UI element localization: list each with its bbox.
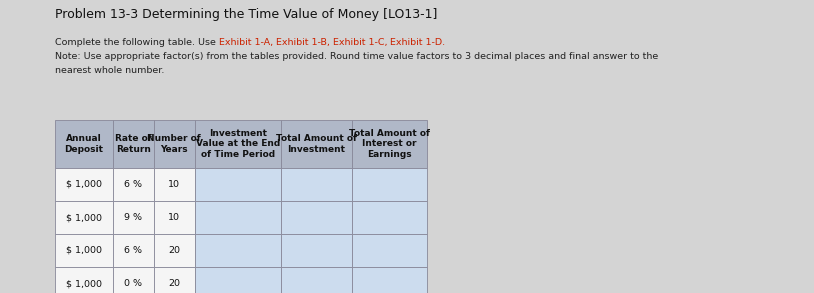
Bar: [281, 201, 352, 234]
Text: 20: 20: [168, 246, 181, 255]
Bar: [281, 234, 352, 267]
Bar: [352, 120, 427, 168]
Text: nearest whole number.: nearest whole number.: [55, 66, 164, 75]
Text: $ 1,000: $ 1,000: [66, 213, 102, 222]
Text: Exhibit 1-A,: Exhibit 1-A,: [219, 38, 273, 47]
Bar: [113, 120, 154, 168]
Bar: [195, 267, 281, 293]
Text: Annual
Deposit: Annual Deposit: [64, 134, 103, 154]
Bar: [195, 168, 281, 201]
Bar: [55, 234, 113, 267]
Text: $ 1,000: $ 1,000: [66, 279, 102, 288]
Bar: [281, 120, 352, 168]
Text: 0 %: 0 %: [125, 279, 142, 288]
Text: Complete the following table. Use: Complete the following table. Use: [55, 38, 219, 47]
Text: 6 %: 6 %: [125, 180, 142, 189]
Bar: [55, 120, 113, 168]
Bar: [281, 267, 352, 293]
Text: Note: Use appropriate factor(s) from the tables provided. Round time value facto: Note: Use appropriate factor(s) from the…: [55, 52, 659, 61]
Text: Total Amount of
Investment: Total Amount of Investment: [276, 134, 357, 154]
Bar: [195, 120, 281, 168]
Text: 10: 10: [168, 213, 181, 222]
Text: Total Amount of
Interest or
Earnings: Total Amount of Interest or Earnings: [349, 129, 430, 159]
Text: 9 %: 9 %: [125, 213, 142, 222]
Bar: [352, 234, 427, 267]
Bar: [55, 168, 113, 201]
Bar: [352, 201, 427, 234]
Text: Exhibit 1-B,: Exhibit 1-B,: [276, 38, 330, 47]
Bar: [154, 168, 195, 201]
Bar: [195, 234, 281, 267]
Bar: [113, 234, 154, 267]
Bar: [352, 168, 427, 201]
Text: 10: 10: [168, 180, 181, 189]
Bar: [154, 201, 195, 234]
Bar: [154, 234, 195, 267]
Bar: [55, 267, 113, 293]
Bar: [154, 267, 195, 293]
Bar: [55, 201, 113, 234]
Text: Investment
Value at the End
of Time Period: Investment Value at the End of Time Peri…: [195, 129, 280, 159]
Bar: [113, 168, 154, 201]
Text: 20: 20: [168, 279, 181, 288]
Bar: [352, 267, 427, 293]
Bar: [113, 201, 154, 234]
Text: 6 %: 6 %: [125, 246, 142, 255]
Bar: [281, 168, 352, 201]
Text: Rate of
Return: Rate of Return: [115, 134, 152, 154]
Bar: [113, 267, 154, 293]
Text: Exhibit 1-C,: Exhibit 1-C,: [333, 38, 387, 47]
Text: $ 1,000: $ 1,000: [66, 180, 102, 189]
Text: Problem 13-3 Determining the Time Value of Money [LO13-1]: Problem 13-3 Determining the Time Value …: [55, 8, 437, 21]
Bar: [154, 120, 195, 168]
Bar: [195, 201, 281, 234]
Text: Exhibit 1-D.: Exhibit 1-D.: [391, 38, 445, 47]
Text: $ 1,000: $ 1,000: [66, 246, 102, 255]
Text: Number of
Years: Number of Years: [147, 134, 201, 154]
